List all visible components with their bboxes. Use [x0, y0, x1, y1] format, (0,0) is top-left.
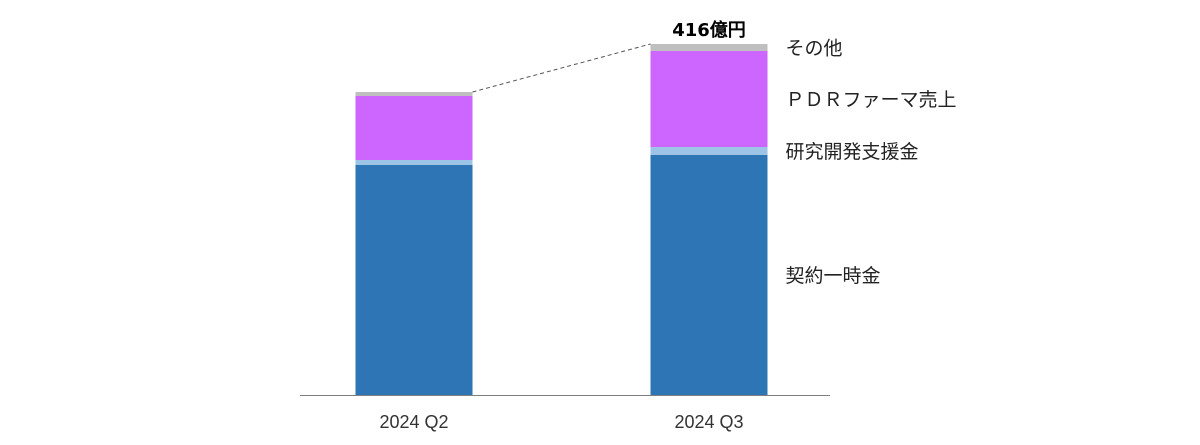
bar-segment-2-2	[650, 147, 768, 155]
series-label: ＰＤＲファーマ売上	[786, 89, 957, 111]
total-label: 416億円	[672, 19, 746, 41]
total-connector-line	[472, 43, 651, 93]
bar-segment-2-3	[650, 51, 768, 147]
series-label: その他	[786, 38, 843, 60]
x-tick-label: 2024 Q2	[379, 412, 448, 432]
bars-group	[355, 44, 768, 395]
series-label: 契約一時金	[786, 265, 881, 287]
bar-segment-1-4	[355, 92, 473, 96]
bar-segment-1-3	[355, 96, 473, 160]
series-label: 研究開発支援金	[786, 141, 919, 163]
bar-segment-1-2	[355, 160, 473, 165]
bar-segment-2-4	[650, 44, 768, 51]
bar-segment-1-1	[355, 165, 473, 395]
bar-segment-2-1	[650, 155, 768, 395]
x-tick-label: 2024 Q3	[674, 412, 743, 432]
total-labels: 416億円	[672, 19, 746, 41]
x-tick-labels: 2024 Q2 2024 Q3	[379, 412, 743, 432]
